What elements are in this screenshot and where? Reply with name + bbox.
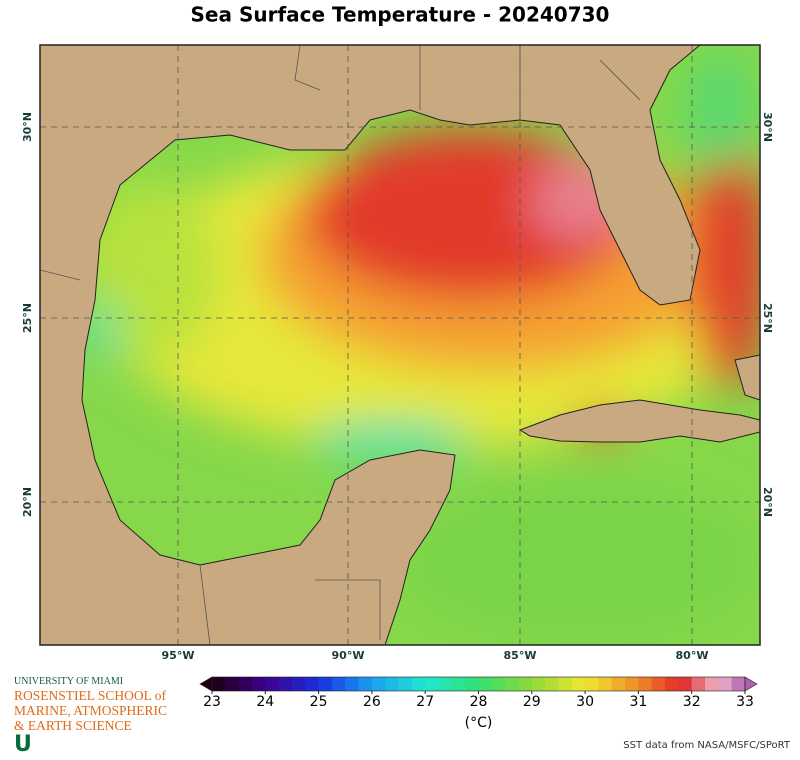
colorbar-cell <box>558 677 573 691</box>
colorbar-tick-label: 28 <box>470 694 488 710</box>
logo-mark: U <box>14 732 32 757</box>
colorbar-cell <box>438 677 453 691</box>
colorbar-cell <box>665 677 679 691</box>
colorbar-cell <box>318 677 333 691</box>
colorbar-arrow <box>199 676 213 692</box>
colorbar-cell <box>478 677 493 691</box>
colorbar-cell <box>425 677 440 691</box>
colorbar-cell <box>585 677 599 691</box>
colorbar-cell <box>731 677 746 691</box>
colorbar-tick-label: 25 <box>310 694 328 710</box>
colorbar-tick-label: 33 <box>736 694 754 710</box>
colorbar-cell <box>625 677 639 691</box>
colorbar-cell <box>718 677 733 691</box>
school-line: ROSENSTIEL SCHOOL of <box>14 688 167 703</box>
credit: SST data from NASA/MSFC/SPoRT <box>623 740 790 751</box>
colorbar-cell <box>465 677 479 691</box>
colorbar-cell <box>212 677 226 691</box>
colorbar-cell <box>691 677 706 691</box>
colorbar-cell <box>411 677 426 691</box>
map <box>40 45 760 645</box>
colorbar-cell <box>305 677 320 691</box>
colorbar-cell <box>545 677 559 691</box>
lat-label: 30°N <box>761 112 774 142</box>
colorbar-cell <box>251 677 266 691</box>
lon-label: 95°W <box>162 649 195 662</box>
colorbar-tick-label: 27 <box>416 694 434 710</box>
colorbar-cell <box>571 677 586 691</box>
colorbar-tick-label: 30 <box>576 694 594 710</box>
title: Sea Surface Temperature - 20240730 <box>191 3 610 27</box>
colorbar-cell <box>385 677 400 691</box>
colorbar-cell <box>611 677 626 691</box>
colorbar-cell <box>371 677 386 691</box>
colorbar-cell <box>678 677 693 691</box>
land <box>40 45 701 645</box>
graticule: 95°W 90°W 85°W 80°W 30°N 30°N 25°N 25°N 20°N 20°N <box>21 45 774 662</box>
colorbar-cell <box>398 677 413 691</box>
colorbar-cell <box>278 677 293 691</box>
colorbar-cell <box>505 677 519 691</box>
colorbar-tick-label: 26 <box>363 694 381 710</box>
logo: UNIVERSITY OF MIAMI ROSENSTIEL SCHOOL of… <box>14 676 168 757</box>
colorbar-cell <box>651 677 666 691</box>
colorbar-cell <box>518 677 533 691</box>
colorbar-cell <box>491 677 506 691</box>
colorbar-cell <box>291 677 306 691</box>
colorbar-tick-label: 32 <box>683 694 701 710</box>
lon-label: 85°W <box>504 649 537 662</box>
colorbar-tick-label: 31 <box>629 694 647 710</box>
colorbar-cell <box>531 677 546 691</box>
colorbar-tick-label: 24 <box>256 694 274 710</box>
colorbar-label: (°C) <box>465 715 493 731</box>
colorbar-arrow <box>744 676 758 692</box>
colorbar-tick-label: 29 <box>523 694 541 710</box>
map-frame <box>39 44 761 646</box>
lon-label: 80°W <box>676 649 709 662</box>
colorbar-cell <box>358 677 373 691</box>
colorbar-cell <box>225 677 240 691</box>
school-line: & EARTH SCIENCE <box>14 718 132 733</box>
lon-label: 90°W <box>332 649 365 662</box>
lat-label: 25°N <box>761 303 774 333</box>
colorbar-cell <box>265 677 280 691</box>
colorbar-cell <box>331 677 346 691</box>
colorbar-cell <box>638 677 653 691</box>
lat-label: 25°N <box>21 303 34 333</box>
colorbar-tick-label: 23 <box>203 694 221 710</box>
colorbar-cell <box>238 677 253 691</box>
colorbar-cell <box>705 677 719 691</box>
lat-label: 20°N <box>761 487 774 517</box>
cuba <box>518 399 760 443</box>
colorbar: 23 24 25 26 27 28 29 30 31 32 33 (°C) <box>199 676 758 731</box>
island <box>734 354 760 401</box>
lat-label: 20°N <box>21 487 34 517</box>
colorbar-cell <box>345 677 360 691</box>
university: UNIVERSITY OF MIAMI <box>14 676 124 687</box>
colorbar-cell <box>598 677 613 691</box>
school-line: MARINE, ATMOSPHERIC <box>14 703 168 718</box>
colorbar-cell <box>451 677 466 691</box>
lat-label: 30°N <box>21 112 34 142</box>
